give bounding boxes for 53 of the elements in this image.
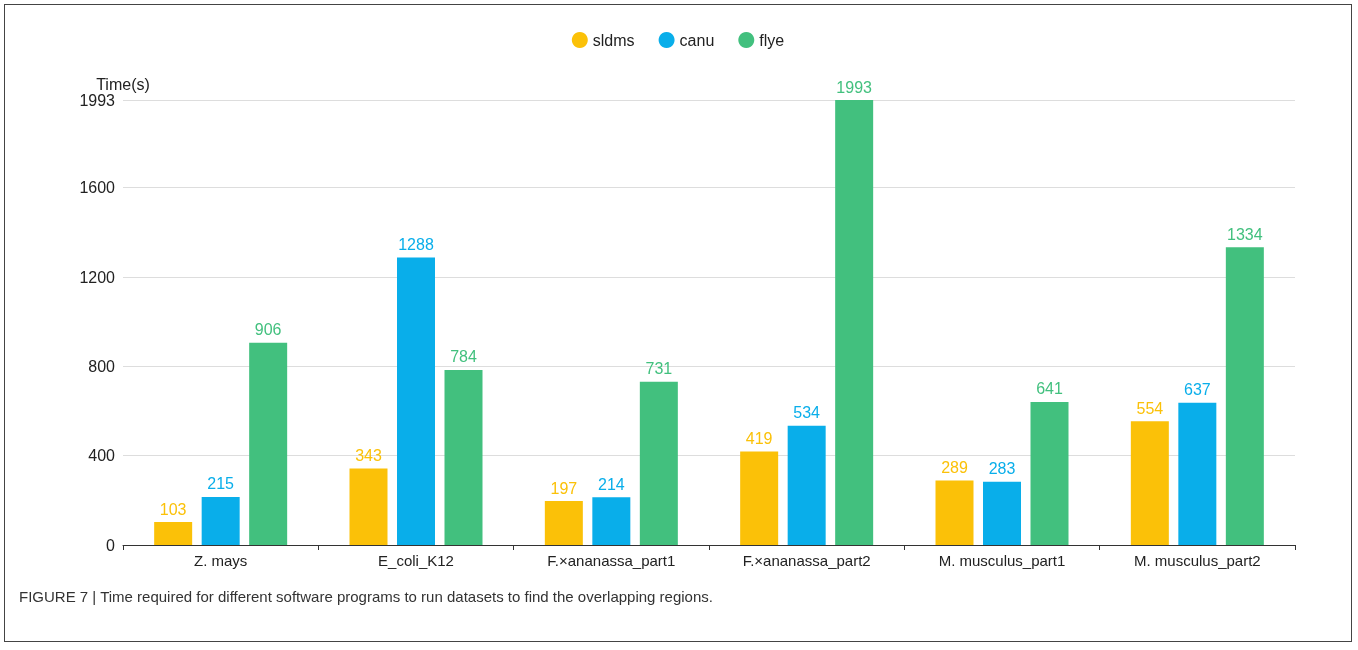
data-label: 1334 [1227, 225, 1263, 243]
x-tick-label: E_coli_K12 [378, 552, 454, 569]
data-label: 906 [254, 321, 282, 339]
data-label: 554 [1136, 399, 1164, 417]
data-label: 103 [159, 500, 187, 518]
bar [787, 425, 826, 545]
bar [1130, 421, 1169, 545]
bar [1178, 402, 1217, 545]
bar [249, 342, 288, 545]
data-label: 731 [645, 360, 673, 378]
data-label: 343 [355, 446, 382, 464]
bar [397, 257, 435, 545]
bar [835, 100, 874, 545]
data-label: 534 [793, 404, 821, 422]
bar [201, 496, 240, 545]
data-label: 419 [745, 429, 773, 447]
x-tick-label: F.×ananassa_part2 [742, 552, 871, 569]
bar [1225, 247, 1264, 545]
data-label: 1288 [398, 235, 434, 253]
bar [935, 480, 974, 545]
data-label: 214 [597, 475, 625, 493]
bar [592, 497, 631, 545]
legend-label: sldms [592, 31, 635, 49]
legend-label: flye [759, 31, 785, 49]
data-label: 641 [1036, 380, 1063, 398]
data-label: 784 [450, 348, 477, 366]
x-tick-label: M. musculus_part1 [938, 552, 1066, 569]
bar [639, 381, 678, 545]
legend-label: canu [679, 31, 715, 49]
data-label: 215 [207, 475, 235, 493]
data-label: 197 [550, 479, 578, 497]
y-axis-title: Time(s) [96, 75, 150, 93]
x-tick-label: Z. mays [193, 552, 248, 569]
bar [983, 481, 1021, 545]
y-tick-label: 800 [88, 357, 116, 375]
bar [544, 501, 583, 545]
y-tick-label: 1993 [79, 91, 116, 109]
data-label: 1993 [836, 78, 873, 96]
data-label: 289 [941, 458, 968, 476]
x-tick-label: F.×ananassa_part1 [547, 552, 676, 569]
caption: FIGURE 7 | Time required for different software programs to run datasets to find the overlapping regions. [19, 588, 713, 605]
data-label: 283 [988, 460, 1016, 478]
bar [740, 451, 779, 545]
x-tick-label: M. musculus_part2 [1133, 552, 1261, 569]
bar [444, 369, 483, 545]
y-tick-label: 1600 [79, 179, 116, 197]
bar [154, 522, 193, 545]
data-label: 637 [1183, 381, 1211, 399]
bar [1030, 401, 1069, 545]
bar [349, 468, 388, 545]
y-tick-label: 1200 [79, 268, 116, 286]
y-tick-label: 400 [88, 447, 116, 465]
y-tick-label: 0 [106, 536, 116, 554]
